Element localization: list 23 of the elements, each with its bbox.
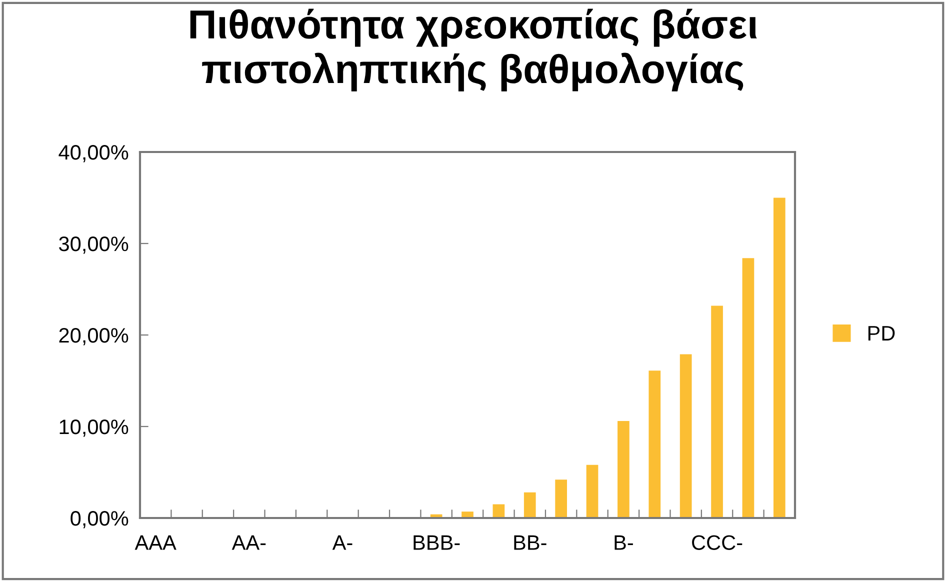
bar	[711, 306, 723, 518]
x-tick-label: BB-	[514, 535, 546, 550]
chart-title: Πιθανότητα χρεοκοπίας βάσει πιστοληπτικής βαθμολογίας	[190, 8, 757, 92]
y-tick-label: 20,00%	[59, 328, 128, 346]
bar	[742, 258, 754, 518]
bar	[648, 370, 661, 518]
bar	[524, 492, 536, 518]
bar	[618, 421, 630, 518]
x-tick-label: B-	[614, 535, 633, 550]
y-tick-label: 30,00%	[59, 236, 128, 254]
y-tick-label: 40,00%	[58, 145, 128, 162]
bar	[773, 198, 786, 518]
x-tick-label: BBB-	[414, 535, 460, 550]
bar	[555, 480, 567, 518]
x-tick-label: CCC-	[692, 535, 742, 550]
x-tick-label: AA-	[232, 535, 266, 550]
x-tick-label: A-	[332, 535, 352, 550]
legend-label: PD	[868, 326, 895, 340]
bar	[680, 354, 692, 518]
bar	[586, 464, 598, 518]
y-tick-label: 0,00%	[70, 511, 128, 528]
y-tick-label: 10,00%	[60, 420, 128, 437]
x-tick-label: AAA	[134, 535, 176, 550]
